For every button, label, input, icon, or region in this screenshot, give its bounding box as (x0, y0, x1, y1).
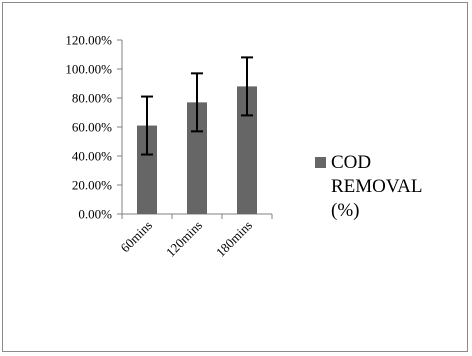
error-bars (141, 56, 253, 156)
legend-label-line-1: COD (331, 152, 372, 173)
bar-60mins (137, 125, 157, 214)
x-tick-label: 120mins (163, 218, 205, 260)
y-tick-label: 0.00% (78, 207, 112, 222)
legend-label: COD REMOVAL (%) (331, 151, 461, 223)
legend-swatch (315, 157, 326, 168)
legend-label-line-3: (%) (331, 200, 360, 221)
x-tick-label: 60mins (117, 218, 155, 256)
bar-180mins (237, 86, 257, 214)
y-tick-label: 20.00% (72, 178, 112, 193)
y-tick-labels: 0.00% 20.00% 40.00% 60.00% 80.00% 100.00% 120.… (65, 33, 112, 222)
y-tick-label: 40.00% (72, 149, 112, 164)
legend-label-line-2: REMOVAL (331, 176, 423, 197)
y-tick-label: 120.00% (65, 33, 112, 48)
y-tick-label: 60.00% (72, 120, 112, 135)
bars (137, 86, 257, 214)
x-tick-label: 180mins (213, 218, 255, 260)
y-tick-label: 80.00% (72, 91, 112, 106)
y-tick-label: 100.00% (65, 62, 112, 77)
chart-area (2, 2, 468, 352)
x-tick-labels: 60mins 120mins 180mins (117, 218, 255, 260)
bar-120mins (187, 102, 207, 214)
